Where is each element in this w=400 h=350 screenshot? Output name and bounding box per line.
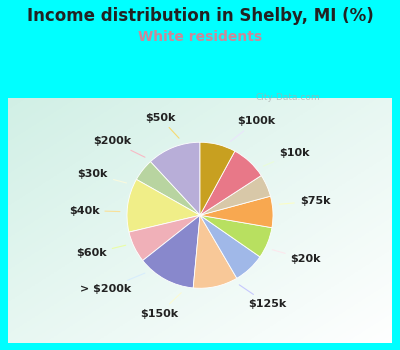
Wedge shape [193, 215, 237, 288]
Wedge shape [143, 215, 200, 288]
Wedge shape [200, 196, 273, 228]
Text: $125k: $125k [239, 285, 286, 309]
Text: $30k: $30k [78, 169, 127, 183]
Text: $100k: $100k [230, 117, 275, 141]
Wedge shape [200, 151, 261, 215]
Wedge shape [200, 175, 270, 215]
Text: Income distribution in Shelby, MI (%): Income distribution in Shelby, MI (%) [27, 7, 373, 25]
Wedge shape [129, 215, 200, 260]
Text: $20k: $20k [272, 250, 321, 264]
Text: $40k: $40k [69, 205, 120, 216]
Wedge shape [150, 142, 200, 215]
Wedge shape [200, 215, 260, 278]
Text: $150k: $150k [140, 293, 181, 318]
Text: $50k: $50k [145, 113, 179, 138]
Wedge shape [200, 215, 272, 257]
Text: White residents: White residents [138, 30, 262, 44]
Wedge shape [127, 180, 200, 232]
Text: > $200k: > $200k [80, 273, 145, 294]
Text: City-Data.com: City-Data.com [256, 93, 320, 103]
Wedge shape [200, 142, 235, 215]
Text: $200k: $200k [94, 136, 145, 157]
Wedge shape [136, 162, 200, 215]
Text: $10k: $10k [263, 148, 310, 166]
Text: $75k: $75k [279, 196, 330, 206]
Text: $60k: $60k [76, 245, 126, 258]
